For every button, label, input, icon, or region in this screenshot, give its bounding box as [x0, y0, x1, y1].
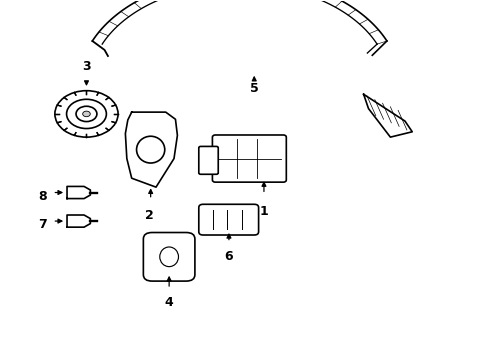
Circle shape [66, 99, 106, 129]
Text: 2: 2 [145, 208, 154, 221]
Circle shape [55, 91, 118, 137]
Polygon shape [67, 215, 90, 227]
Text: 4: 4 [164, 296, 173, 309]
Circle shape [76, 106, 97, 122]
Text: 8: 8 [39, 190, 47, 203]
FancyBboxPatch shape [143, 233, 195, 281]
Text: 6: 6 [224, 249, 233, 263]
FancyBboxPatch shape [199, 147, 218, 174]
Circle shape [82, 111, 90, 117]
Text: 1: 1 [259, 205, 268, 218]
Ellipse shape [160, 247, 178, 267]
FancyBboxPatch shape [212, 135, 286, 182]
Polygon shape [125, 112, 177, 187]
Text: 5: 5 [249, 82, 258, 95]
Text: 7: 7 [38, 218, 47, 231]
Polygon shape [363, 94, 411, 137]
FancyBboxPatch shape [199, 204, 258, 235]
Text: 3: 3 [82, 60, 91, 73]
Ellipse shape [136, 136, 164, 163]
Polygon shape [67, 186, 90, 199]
